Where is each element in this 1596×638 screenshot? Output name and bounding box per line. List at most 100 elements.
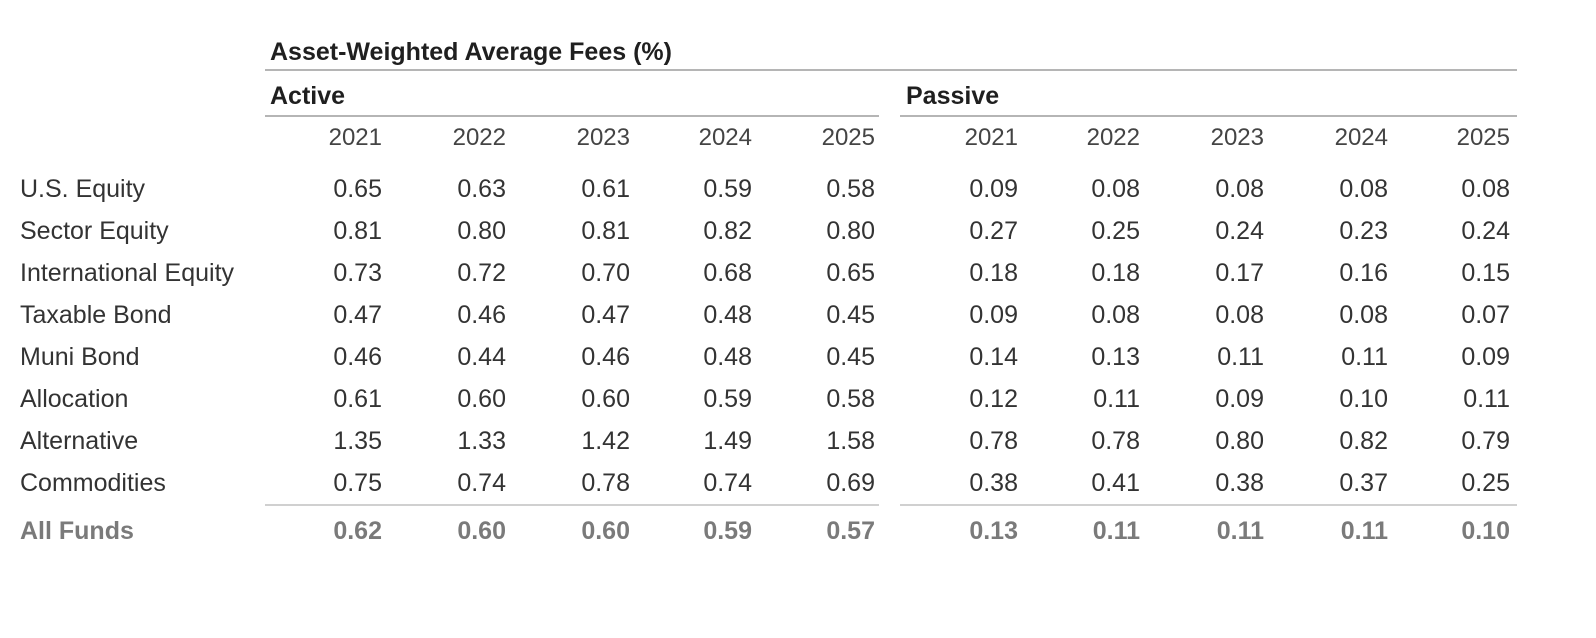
passive-fee-cell: 0.38 xyxy=(969,469,1018,497)
passive-fee-cell: 0.41 xyxy=(1091,469,1140,497)
passive-fee-cell: 0.25 xyxy=(1091,217,1140,245)
active-fee-cell: 0.74 xyxy=(703,469,752,497)
active-fee-cell: 0.48 xyxy=(703,301,752,329)
passive-fee-cell: 0.13 xyxy=(1091,343,1140,371)
row-label: Allocation xyxy=(20,385,128,413)
active-fee-cell: 0.65 xyxy=(826,259,875,287)
year-header-active-2025: 2025 xyxy=(822,124,875,151)
active-fee-cell: 0.46 xyxy=(581,343,630,371)
passive-fee-cell: 0.16 xyxy=(1339,259,1388,287)
passive-fee-cell: 0.09 xyxy=(969,301,1018,329)
active-fee-cell: 0.80 xyxy=(826,217,875,245)
active-fee-cell: 1.35 xyxy=(333,427,382,455)
active-fee-cell: 0.61 xyxy=(333,385,382,413)
active-fee-cell: 0.72 xyxy=(457,259,506,287)
table-row: U.S. Equity 0.65 0.63 0.61 0.59 0.58 0.09 0.08 0… xyxy=(20,175,1510,203)
table-row: Muni Bond 0.46 0.44 0.46 0.48 0.45 0.14 0.13 0.1… xyxy=(20,343,1510,371)
year-header-passive-2023: 2023 xyxy=(1211,124,1264,151)
active-fee-cell: 0.46 xyxy=(333,343,382,371)
year-header-active-2021: 2021 xyxy=(329,124,382,151)
passive-fee-cell: 0.08 xyxy=(1339,175,1388,203)
row-label: Muni Bond xyxy=(20,343,140,371)
passive-fee-cell: 0.15 xyxy=(1461,259,1510,287)
passive-fee-cell: 0.08 xyxy=(1215,301,1264,329)
total-passive-fee-cell: 0.10 xyxy=(1461,517,1510,545)
passive-fee-cell: 0.38 xyxy=(1215,469,1264,497)
active-fee-cell: 0.73 xyxy=(333,259,382,287)
active-fee-cell: 0.74 xyxy=(457,469,506,497)
active-fee-cell: 0.63 xyxy=(457,175,506,203)
active-fee-cell: 0.82 xyxy=(703,217,752,245)
row-label: Alternative xyxy=(20,427,138,455)
total-passive-fee-cell: 0.11 xyxy=(1093,517,1140,545)
passive-fee-cell: 0.78 xyxy=(1091,427,1140,455)
table-row: Alternative 1.35 1.33 1.42 1.49 1.58 0.78 0.78 0… xyxy=(20,427,1510,455)
year-header-passive-2024: 2024 xyxy=(1335,124,1388,151)
year-header-active-2023: 2023 xyxy=(577,124,630,151)
row-label: International Equity xyxy=(20,259,235,287)
active-fee-cell: 1.42 xyxy=(581,427,630,455)
active-fee-cell: 0.59 xyxy=(703,385,752,413)
active-fee-cell: 0.59 xyxy=(703,175,752,203)
active-fee-cell: 0.81 xyxy=(333,217,382,245)
active-fee-cell: 0.78 xyxy=(581,469,630,497)
active-fee-cell: 0.47 xyxy=(581,301,630,329)
active-fee-cell: 1.49 xyxy=(703,427,752,455)
table-row: Taxable Bond 0.47 0.46 0.47 0.48 0.45 0.09 0.08… xyxy=(20,301,1510,329)
passive-fee-cell: 0.24 xyxy=(1215,217,1264,245)
passive-fee-cell: 0.18 xyxy=(969,259,1018,287)
group-header-passive: Passive xyxy=(906,82,999,110)
active-fee-cell: 0.46 xyxy=(457,301,506,329)
active-fee-cell: 0.58 xyxy=(826,175,875,203)
active-fee-cell: 1.58 xyxy=(826,427,875,455)
passive-fee-cell: 0.24 xyxy=(1461,217,1510,245)
total-active-fee-cell: 0.60 xyxy=(581,517,630,545)
passive-fee-cell: 0.23 xyxy=(1339,217,1388,245)
passive-fee-cell: 0.82 xyxy=(1339,427,1388,455)
passive-fee-cell: 0.08 xyxy=(1461,175,1510,203)
active-fee-cell: 0.70 xyxy=(581,259,630,287)
table-title: Asset-Weighted Average Fees (%) xyxy=(270,38,672,66)
active-fee-cell: 0.69 xyxy=(826,469,875,497)
passive-fee-cell: 0.12 xyxy=(969,385,1018,413)
table-row: Commodities 0.75 0.74 0.78 0.74 0.69 0.38 0.41 0… xyxy=(20,469,1510,497)
passive-fee-cell: 0.10 xyxy=(1339,385,1388,413)
table-body: U.S. Equity 0.65 0.63 0.61 0.59 0.58 0.09 0.08 0… xyxy=(20,175,1510,545)
passive-fee-cell: 0.11 xyxy=(1341,343,1388,371)
row-label: Sector Equity xyxy=(20,217,169,245)
passive-fee-cell: 0.14 xyxy=(969,343,1018,371)
active-fee-cell: 0.61 xyxy=(581,175,630,203)
passive-fee-cell: 0.08 xyxy=(1339,301,1388,329)
passive-fee-cell: 0.27 xyxy=(969,217,1018,245)
table-row: Sector Equity 0.81 0.80 0.81 0.82 0.80 0.27 0.2… xyxy=(20,217,1510,245)
passive-fee-cell: 0.11 xyxy=(1093,385,1140,413)
table-row: Allocation 0.61 0.60 0.60 0.59 0.58 0.12 0.11 0.… xyxy=(20,385,1510,413)
total-row-label: All Funds xyxy=(20,517,134,545)
active-fee-cell: 0.60 xyxy=(581,385,630,413)
total-active-fee-cell: 0.57 xyxy=(826,517,875,545)
active-fee-cell: 0.45 xyxy=(826,343,875,371)
active-fee-cell: 0.81 xyxy=(581,217,630,245)
passive-fee-cell: 0.18 xyxy=(1091,259,1140,287)
passive-fee-cell: 0.09 xyxy=(1215,385,1264,413)
total-passive-fee-cell: 0.13 xyxy=(969,517,1018,545)
active-fee-cell: 0.60 xyxy=(457,385,506,413)
passive-fee-cell: 0.11 xyxy=(1463,385,1510,413)
table-row: International Equity 0.73 0.72 0.70 0.68 0.65… xyxy=(20,259,1510,287)
row-label: Taxable Bond xyxy=(20,301,172,329)
passive-fee-cell: 0.07 xyxy=(1461,301,1510,329)
active-fee-cell: 0.68 xyxy=(703,259,752,287)
total-passive-fee-cell: 0.11 xyxy=(1341,517,1388,545)
year-header-active-2024: 2024 xyxy=(699,124,752,151)
passive-fee-cell: 0.78 xyxy=(969,427,1018,455)
year-headers: 2021 2022 2023 2024 2025 2021 2022 2023 2024 2025 xyxy=(329,124,1510,151)
active-fee-cell: 0.44 xyxy=(457,343,506,371)
active-fee-cell: 0.80 xyxy=(457,217,506,245)
year-header-passive-2021: 2021 xyxy=(965,124,1018,151)
year-header-active-2022: 2022 xyxy=(453,124,506,151)
row-label: U.S. Equity xyxy=(20,175,146,203)
year-header-passive-2025: 2025 xyxy=(1457,124,1510,151)
active-fee-cell: 0.45 xyxy=(826,301,875,329)
total-row: All Funds 0.62 0.60 0.60 0.59 0.57 0.13 0.11 0.1… xyxy=(20,517,1510,545)
